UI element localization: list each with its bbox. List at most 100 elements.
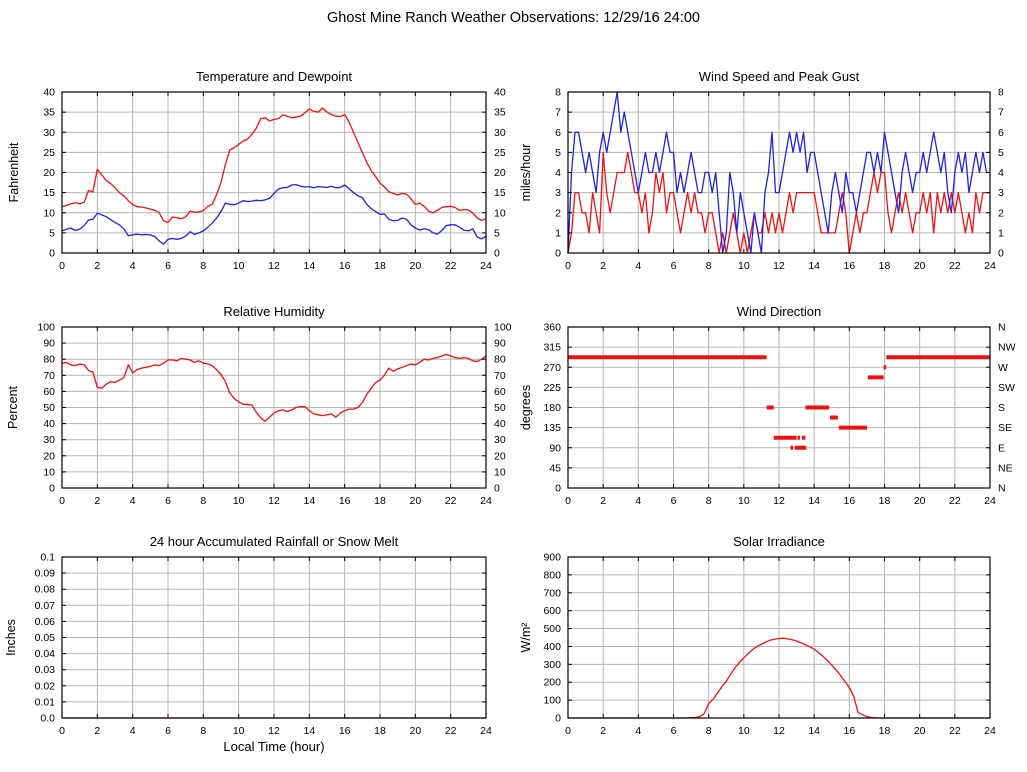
y-tick-label-right: 80 bbox=[494, 354, 506, 366]
y-tick-label: 0.0 bbox=[40, 713, 55, 725]
y-tick-label-right: 10 bbox=[494, 466, 506, 478]
y-tick-label: 100 bbox=[543, 695, 561, 707]
y-tick-label: 8 bbox=[555, 87, 561, 99]
x-tick-label: 22 bbox=[949, 260, 961, 272]
x-tick-label: 14 bbox=[303, 495, 315, 507]
x-tick-label: 6 bbox=[671, 260, 677, 272]
x-tick-label: 12 bbox=[773, 725, 785, 737]
y-tick-label: 0.01 bbox=[35, 696, 56, 708]
y-tick-label-right: NE bbox=[998, 462, 1013, 474]
y-tick-label: 225 bbox=[543, 382, 561, 394]
y-tick-label: 0 bbox=[555, 483, 561, 495]
y-tick-label-right: 8 bbox=[998, 87, 1004, 99]
x-tick-label: 0 bbox=[565, 495, 571, 507]
y-tick-label: 800 bbox=[543, 569, 561, 581]
y-tick-label-right: 20 bbox=[494, 450, 506, 462]
x-tick-label: 10 bbox=[233, 260, 245, 272]
x-tick-label: 22 bbox=[949, 725, 961, 737]
y-tick-label-right: 1 bbox=[998, 227, 1004, 239]
y-tick-label: 0 bbox=[555, 248, 561, 260]
x-tick-label: 2 bbox=[94, 725, 100, 737]
humidity-title: Relative Humidity bbox=[223, 304, 325, 319]
x-tick-label: 20 bbox=[914, 725, 926, 737]
y-tick-label: 25 bbox=[43, 147, 55, 159]
x-tick-label: 2 bbox=[600, 495, 606, 507]
x-tick-label: 20 bbox=[409, 260, 421, 272]
y-tick-label: 2 bbox=[555, 207, 561, 219]
y-tick-label: 10 bbox=[43, 466, 55, 478]
x-tick-label: 8 bbox=[706, 725, 712, 737]
y-tick-label: 40 bbox=[43, 87, 55, 99]
y-tick-label-right: 3 bbox=[998, 187, 1004, 199]
y-tick-label-right: 40 bbox=[494, 418, 506, 430]
x-tick-label: 4 bbox=[130, 725, 136, 737]
solar-chart: 0 2 4 6 8 10 12 14 16 18 20 22 240100200300400500600… bbox=[519, 534, 996, 737]
x-tick-label: 4 bbox=[635, 260, 641, 272]
y-tick-label-right: 60 bbox=[494, 386, 506, 398]
temperature-series-dewpoint bbox=[61, 183, 487, 245]
y-tick-label-right: 70 bbox=[494, 370, 506, 382]
y-tick-label-right: 30 bbox=[494, 127, 506, 139]
y-tick-label: 70 bbox=[43, 370, 55, 382]
x-tick-label: 6 bbox=[165, 260, 171, 272]
wind_speed-series-peak-gust bbox=[567, 91, 990, 254]
x-tick-label: 24 bbox=[480, 260, 492, 272]
y-tick-label: 100 bbox=[37, 322, 55, 334]
x-tick-label: 4 bbox=[635, 725, 641, 737]
solar-ylabel: W/m² bbox=[519, 623, 533, 653]
y-tick-label: 200 bbox=[543, 677, 561, 689]
y-tick-label: 20 bbox=[43, 167, 55, 179]
y-tick-label: 360 bbox=[543, 322, 561, 334]
x-tick-label: 16 bbox=[843, 260, 855, 272]
y-tick-label: 135 bbox=[543, 422, 561, 434]
x-tick-label: 8 bbox=[706, 495, 712, 507]
x-tick-label: 6 bbox=[671, 725, 677, 737]
y-tick-label: 180 bbox=[543, 402, 561, 414]
y-tick-label: 30 bbox=[43, 127, 55, 139]
y-tick-label: 700 bbox=[543, 587, 561, 599]
y-tick-label: 0.06 bbox=[35, 616, 56, 628]
x-tick-label: 6 bbox=[165, 725, 171, 737]
y-tick-label-right: 5 bbox=[494, 227, 500, 239]
x-tick-label: 0 bbox=[59, 260, 65, 272]
y-tick-label: 5 bbox=[555, 147, 561, 159]
y-tick-label: 300 bbox=[543, 659, 561, 671]
x-tick-label: 2 bbox=[600, 725, 606, 737]
y-tick-label: 6 bbox=[555, 127, 561, 139]
x-tick-label: 14 bbox=[303, 260, 315, 272]
y-tick-label: 90 bbox=[43, 338, 55, 350]
y-tick-label: 500 bbox=[543, 623, 561, 635]
temperature-series-temperature bbox=[61, 107, 487, 224]
y-tick-label-right: 2 bbox=[998, 207, 1004, 219]
x-tick-label: 12 bbox=[268, 495, 280, 507]
y-tick-label-right: 5 bbox=[998, 147, 1004, 159]
x-tick-label: 12 bbox=[773, 495, 785, 507]
x-tick-label: 10 bbox=[738, 260, 750, 272]
y-tick-label: 0 bbox=[555, 713, 561, 725]
y-tick-label: 45 bbox=[549, 462, 561, 474]
x-tick-label: 0 bbox=[59, 725, 65, 737]
y-tick-label: 4 bbox=[555, 167, 561, 179]
y-tick-label: 90 bbox=[549, 442, 561, 454]
y-tick-label-right: 25 bbox=[494, 147, 506, 159]
x-tick-label: 14 bbox=[808, 495, 820, 507]
x-tick-label: 16 bbox=[339, 260, 351, 272]
y-tick-label-right: 35 bbox=[494, 107, 506, 119]
y-tick-label: 5 bbox=[49, 227, 55, 239]
x-tick-label: 0 bbox=[565, 725, 571, 737]
humidity-ylabel: Percent bbox=[6, 385, 20, 429]
y-tick-label: 315 bbox=[543, 342, 561, 354]
y-tick-label-right: S bbox=[998, 402, 1005, 414]
x-tick-label: 20 bbox=[409, 725, 421, 737]
humidity-series-relative-humidity bbox=[61, 353, 487, 422]
x-tick-label: 2 bbox=[600, 260, 606, 272]
y-tick-label-right: 0 bbox=[494, 248, 500, 260]
y-tick-label: 600 bbox=[543, 605, 561, 617]
y-tick-label: 0.08 bbox=[35, 584, 56, 596]
y-tick-label-right: 30 bbox=[494, 434, 506, 446]
y-tick-label-right: 7 bbox=[998, 107, 1004, 119]
x-tick-label: 24 bbox=[984, 495, 996, 507]
